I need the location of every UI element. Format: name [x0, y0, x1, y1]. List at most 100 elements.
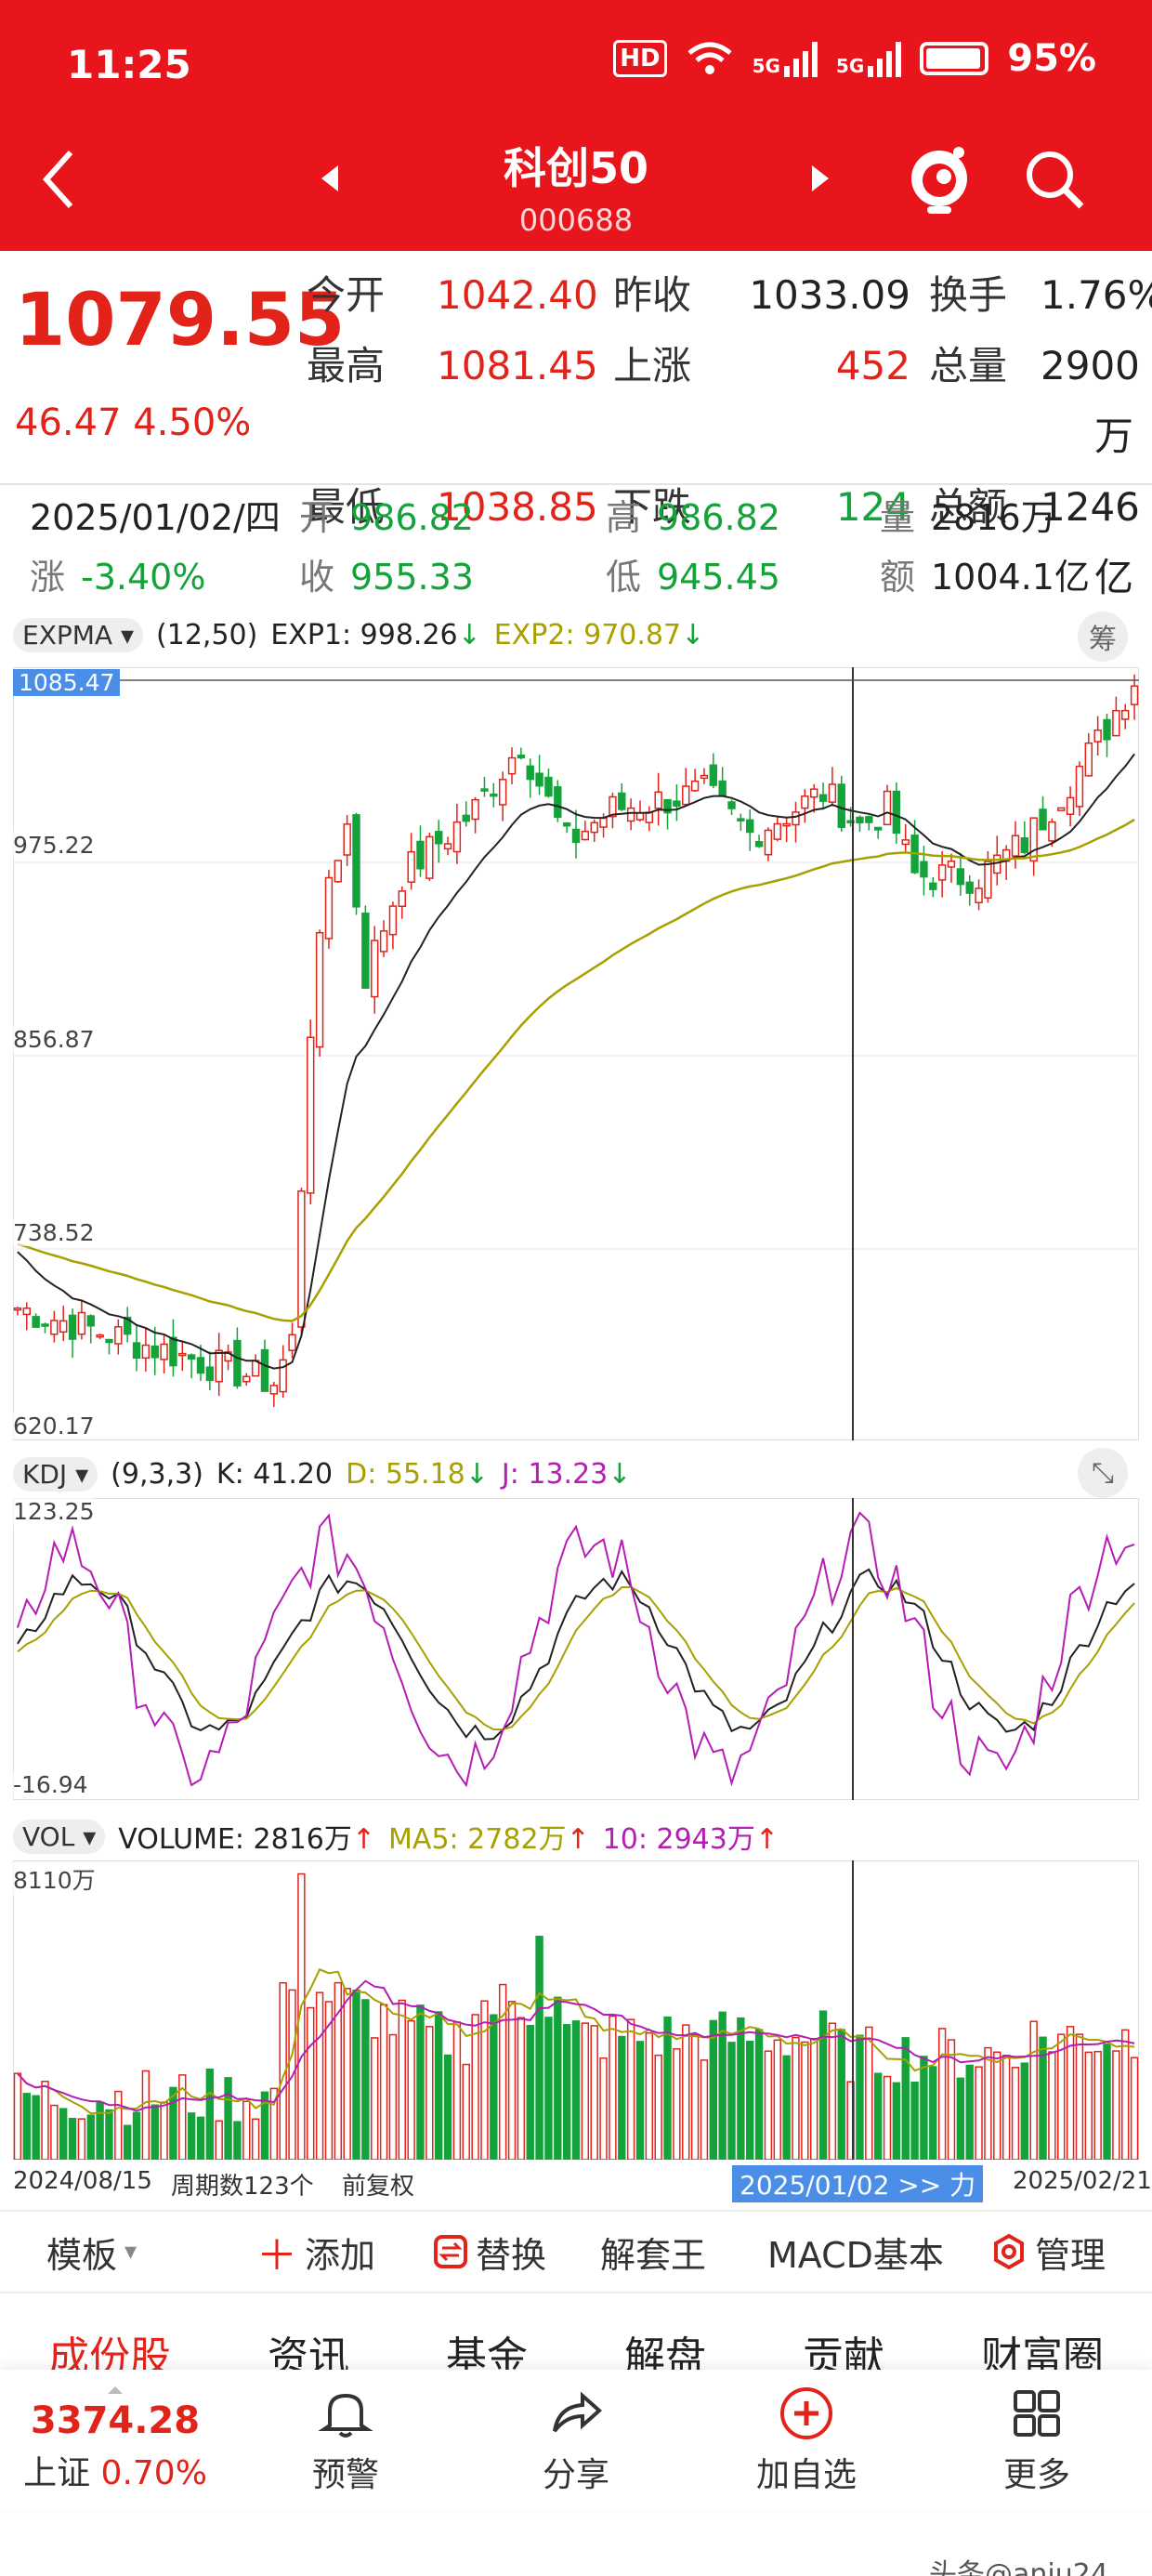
candle [892, 790, 901, 835]
candle [279, 1359, 287, 1393]
candle [178, 1352, 187, 1357]
candle [452, 821, 462, 853]
volume-bar [233, 2121, 242, 2160]
add-button[interactable]: ＋添加 [256, 2222, 433, 2281]
y-label-5: 620.17 [13, 1413, 95, 1439]
more-button[interactable]: 更多 [922, 2383, 1152, 2496]
template-button[interactable]: 模板 ▾ [46, 2234, 137, 2276]
candle [883, 790, 892, 826]
macd-button[interactable]: MACD基本 [767, 2234, 944, 2276]
kdj-chart[interactable] [13, 1498, 1139, 1800]
value-amount: 1246亿 [1041, 484, 1140, 600]
candle [1084, 742, 1093, 777]
vol-volume: VOLUME: 2816万↑ [118, 1823, 376, 1856]
volume-bar [718, 2011, 727, 2160]
candle [654, 791, 662, 809]
volume-bar [1093, 2050, 1102, 2160]
volume-bar [929, 2066, 937, 2160]
history-low-label: 低 [606, 557, 642, 598]
triangle-right-icon[interactable] [806, 160, 834, 197]
signal-2-icon: 5G [836, 40, 902, 77]
candle [947, 861, 956, 868]
volume-bar [993, 2051, 1001, 2160]
alert-button[interactable]: 预警 [230, 2383, 461, 2496]
volume-bar [224, 2077, 232, 2160]
history-open-label: 开 [299, 497, 335, 538]
manage-button[interactable]: 管理 [990, 2227, 1106, 2278]
label-high: 最高 [307, 343, 386, 388]
kdj-d: D: 55.18↓ [346, 1458, 489, 1491]
volume-bar [883, 2075, 892, 2160]
volume-bar [490, 2014, 498, 2160]
add-circle-icon [780, 2387, 832, 2439]
volume-bar [22, 2093, 31, 2160]
candle [526, 765, 534, 781]
volume-bar [773, 2039, 781, 2160]
volume-bar [452, 2021, 462, 2160]
candle [187, 1354, 196, 1360]
history-high: 986.82 [657, 497, 780, 538]
unlock-button[interactable]: 解套王 [600, 2234, 707, 2276]
volume-bar [187, 2112, 196, 2160]
candle [96, 1334, 104, 1338]
volume-bar [434, 2011, 443, 2160]
volume-bar [892, 2082, 901, 2160]
share-button[interactable]: 分享 [461, 2383, 691, 2496]
volume-bar [68, 2118, 77, 2160]
mascot-icon[interactable] [907, 138, 972, 217]
candle [1057, 807, 1066, 811]
price-change: 46.47 4.50% [15, 401, 252, 444]
chip-distribution-button[interactable]: 筹 [1078, 611, 1128, 662]
volume-bar [307, 2006, 315, 2160]
indicator-select-vol[interactable]: VOL ▾ [13, 1819, 106, 1854]
volume-bar [700, 2059, 709, 2160]
replace-button[interactable]: 替换 [433, 2227, 600, 2278]
volume-bar [425, 2026, 434, 2160]
volume-bar [737, 2017, 745, 2160]
candle [682, 785, 690, 806]
history-low: 945.45 [657, 557, 780, 598]
volume-bar [818, 2010, 828, 2160]
search-icon[interactable] [1022, 147, 1087, 212]
candle [709, 764, 718, 786]
battery-icon [920, 42, 989, 75]
candle [873, 826, 883, 831]
grid-icon [1014, 2390, 1060, 2437]
index-ticker[interactable]: 3374.28 上证 0.70% [0, 2385, 230, 2494]
candle [123, 1316, 132, 1335]
candle [846, 820, 855, 824]
triangle-left-icon[interactable] [316, 160, 344, 197]
volume-bar [609, 2015, 617, 2160]
volume-bar [599, 2057, 608, 2160]
price-chart[interactable] [13, 667, 1139, 1440]
kdj-y-bottom: -16.94 [13, 1771, 88, 1798]
volume-bar [361, 1999, 370, 2160]
volume-bar [352, 1989, 360, 2160]
candle [727, 801, 736, 809]
indicator-select-kdj[interactable]: KDJ ▾ [13, 1457, 98, 1492]
volume-bar [315, 1991, 324, 2160]
battery-level: 95% [1007, 37, 1096, 80]
history-amt: 1004.1亿 [931, 557, 1090, 598]
volume-bar [984, 2046, 992, 2160]
value-open: 1042.40 [437, 272, 598, 318]
candle [856, 816, 864, 824]
candle [764, 829, 773, 856]
candle [407, 850, 415, 883]
add-favorite-button[interactable]: 加自选 [691, 2383, 922, 2496]
volume-bar [1029, 2020, 1038, 2160]
volume-bar [764, 2050, 773, 2160]
indicator-select-expma[interactable]: EXPMA ▾ [13, 618, 144, 652]
volume-bar [571, 2020, 581, 2160]
candle [901, 839, 910, 846]
volume-bar [41, 2081, 49, 2160]
history-chg: -3.40% [81, 557, 206, 598]
label-up: 上涨 [613, 343, 692, 388]
candle [307, 1036, 315, 1194]
volume-bar [535, 1935, 543, 2160]
candle [1066, 796, 1075, 815]
volume-bar [160, 2101, 168, 2160]
expand-icon[interactable]: ⤡ [1078, 1448, 1128, 1498]
chevron-left-icon[interactable] [37, 147, 84, 212]
volume-chart[interactable] [13, 1860, 1139, 2160]
